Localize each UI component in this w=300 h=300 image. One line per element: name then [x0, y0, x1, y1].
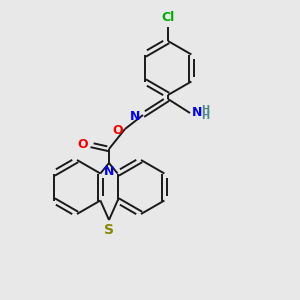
Text: S: S — [104, 223, 114, 237]
Text: Cl: Cl — [161, 11, 175, 24]
Text: N: N — [192, 106, 202, 118]
Text: O: O — [113, 124, 123, 136]
Text: O: O — [78, 137, 88, 151]
Text: H: H — [201, 111, 209, 121]
Text: N: N — [130, 110, 140, 122]
Text: H: H — [201, 105, 209, 115]
Text: N: N — [104, 165, 114, 178]
